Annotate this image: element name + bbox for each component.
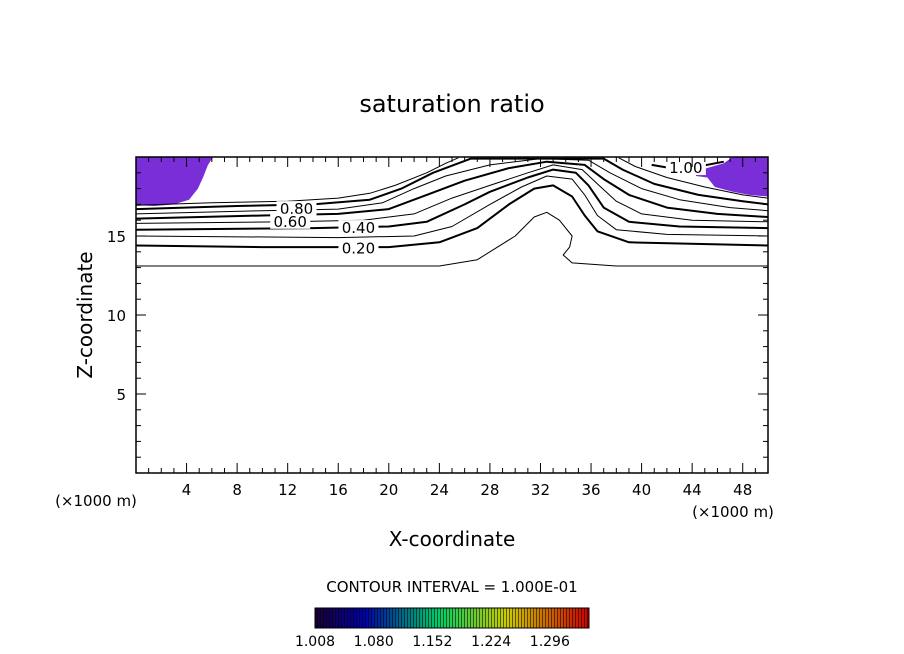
contour-line-0.2-1 xyxy=(136,184,768,249)
y-tick-label-10: 10 xyxy=(107,307,126,325)
contour-label-bg-2 xyxy=(338,220,379,236)
y-tick-label-15: 15 xyxy=(107,228,126,246)
contour-line-0.9-9 xyxy=(618,157,768,199)
contour-label-3: 0.20 xyxy=(342,240,375,258)
colorbar xyxy=(314,607,590,629)
x-tick-label-36: 36 xyxy=(581,481,600,499)
x-tick-label-20: 20 xyxy=(379,481,398,499)
colorbar-tick-label-0: 1.008 xyxy=(295,634,335,650)
contour-interval-text: CONTOUR INTERVAL = 1.000E-01 xyxy=(326,578,577,596)
contour-label-bg-3 xyxy=(338,240,379,256)
y-unit-label: (×1000 m) xyxy=(55,492,137,510)
y-tick-label-5: 5 xyxy=(116,386,126,404)
contour-label-bg-0 xyxy=(276,201,317,217)
x-axis-label: X-coordinate xyxy=(389,527,516,551)
x-tick-label-4: 4 xyxy=(182,481,192,499)
contour-line-0.1-0 xyxy=(136,211,768,267)
supersaturated-fill-layer xyxy=(136,157,768,206)
x-tick-label-32: 32 xyxy=(531,481,550,499)
colorbar-stripes xyxy=(315,608,589,628)
x-tick-label-16: 16 xyxy=(329,481,348,499)
contour-label-0: 0.80 xyxy=(280,200,313,218)
x-tick-label-48: 48 xyxy=(733,481,752,499)
x-tick-label-28: 28 xyxy=(480,481,499,499)
contour-line-0.5-4 xyxy=(136,164,768,224)
x-tick-label-12: 12 xyxy=(278,481,297,499)
colorbar-frame xyxy=(314,607,590,629)
contour-label-2: 0.40 xyxy=(342,219,375,237)
supersaturated-region-1 xyxy=(696,157,768,197)
x-tick-label-40: 40 xyxy=(632,481,651,499)
contour-label-bg-4 xyxy=(665,160,706,176)
colorbar-tick-label-2: 1.152 xyxy=(412,634,452,650)
x-unit-label: (×1000 m) xyxy=(692,503,774,521)
plot-frame xyxy=(135,156,769,474)
contour-line-0.6-5 xyxy=(136,160,768,220)
colorbar-tick-label-4: 1.296 xyxy=(530,634,570,650)
contour-label-4: 1.00 xyxy=(669,159,702,177)
colorbar-tick-label-1: 1.080 xyxy=(354,634,394,650)
x-tick-label-44: 44 xyxy=(683,481,702,499)
colorbar-tick-label-3: 1.224 xyxy=(471,634,511,650)
y-axis-label: Z-coordinate xyxy=(73,251,97,378)
contour-line-0.4-3 xyxy=(136,168,768,231)
chart-title: saturation ratio xyxy=(359,90,544,118)
x-tick-label-24: 24 xyxy=(430,481,449,499)
contour-line-0.3-2 xyxy=(136,175,768,239)
colorbar-tick-labels: 1.008 1.080 1.152 1.224 1.296 xyxy=(295,634,570,650)
x-tick-label-8: 8 xyxy=(232,481,242,499)
contour-labels-layer: 0.800.60 0.40 0.20 1.00 xyxy=(270,159,706,258)
contour-label-bg-1 xyxy=(270,213,311,229)
contour-label-1: 0.60 xyxy=(274,213,307,231)
supersaturated-region-0 xyxy=(136,157,214,206)
